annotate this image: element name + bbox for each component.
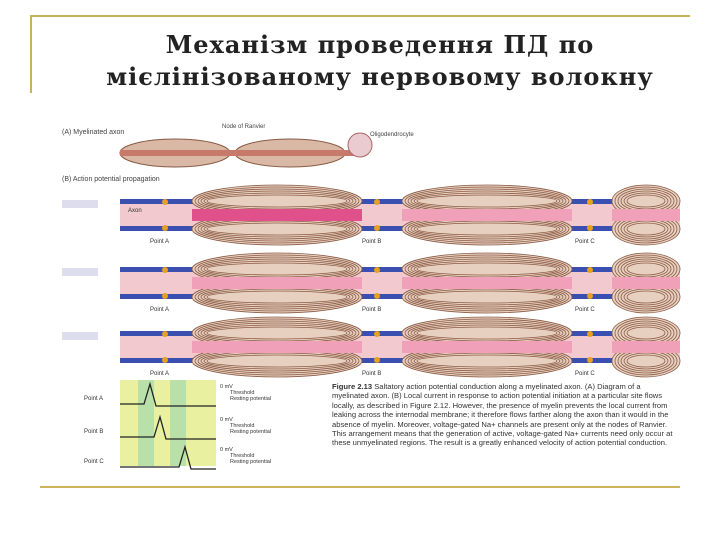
- row-tag: [62, 200, 98, 208]
- axon-core: [402, 341, 572, 353]
- channel: [162, 225, 168, 231]
- trace-label: Resting potential: [230, 396, 271, 402]
- trace-point: Point C: [84, 459, 104, 465]
- axon-a: [119, 132, 373, 168]
- trace: [120, 414, 216, 440]
- channel: [374, 267, 380, 273]
- channel: [587, 225, 593, 231]
- membrane: [120, 358, 680, 363]
- trace-label: 0 mV: [220, 447, 233, 453]
- myelin: [416, 290, 558, 304]
- myelin: [206, 222, 348, 236]
- axon-core: [402, 277, 572, 289]
- myelin: [626, 326, 666, 340]
- caption: Figure 2.13 Saltatory action potential c…: [332, 382, 677, 472]
- title: мієлінізованому нервовому волокну: [106, 62, 654, 91]
- trace-point: Point B: [84, 429, 103, 435]
- membrane: [120, 199, 680, 204]
- membrane: [120, 226, 680, 231]
- axon-core: [192, 209, 362, 221]
- axon-core: [192, 277, 362, 289]
- label: Oligodendrocyte: [370, 132, 414, 138]
- channel: [162, 357, 168, 363]
- caption-title: Figure 2.13: [332, 382, 373, 391]
- myelin: [206, 262, 348, 276]
- trace-label: 0 mV: [220, 384, 233, 390]
- point-label: Point A: [150, 239, 169, 245]
- myelin: [626, 354, 666, 368]
- point-label: Point B: [362, 307, 381, 313]
- point-label: Point B: [362, 371, 381, 377]
- channel: [587, 293, 593, 299]
- graph-bg: [120, 380, 216, 466]
- myelin: [206, 290, 348, 304]
- channel: [587, 267, 593, 273]
- trace-label: Threshold: [230, 390, 254, 396]
- rule: [30, 15, 32, 93]
- myelin: [626, 222, 666, 236]
- channel: [162, 199, 168, 205]
- row-tag: [62, 268, 98, 276]
- myelin: [416, 354, 558, 368]
- axon-core: [612, 209, 680, 221]
- channel: [374, 225, 380, 231]
- trace-label: Threshold: [230, 453, 254, 459]
- channel: [587, 357, 593, 363]
- axon-core: [192, 341, 362, 353]
- myelin: [416, 326, 558, 340]
- myelin: [206, 326, 348, 340]
- channel: [374, 199, 380, 205]
- point-label: Point A: [150, 371, 169, 377]
- point-label: Point B: [362, 239, 381, 245]
- trace-label: 0 mV: [220, 417, 233, 423]
- rule: [30, 15, 690, 17]
- caption-text: Saltatory action potential conduction al…: [332, 382, 673, 448]
- myelin: [206, 354, 348, 368]
- label: Node of Ranvier: [222, 124, 265, 130]
- rule: [40, 486, 680, 488]
- myelin: [626, 290, 666, 304]
- trace-label: Resting potential: [230, 459, 271, 465]
- channel: [162, 267, 168, 273]
- point-label: Point C: [575, 371, 595, 377]
- point-label: Point A: [150, 307, 169, 313]
- myelin: [416, 222, 558, 236]
- axon-core: [612, 341, 680, 353]
- trace: [120, 444, 216, 470]
- stripe: [170, 380, 186, 466]
- channel: [374, 331, 380, 337]
- point-label: Point C: [575, 307, 595, 313]
- myelin: [626, 194, 666, 208]
- channel: [374, 357, 380, 363]
- channel: [162, 293, 168, 299]
- title: Механізм проведення ПД по: [165, 30, 595, 59]
- panel-label: (B) Action potential propagation: [62, 176, 160, 183]
- channel: [587, 331, 593, 337]
- myelin: [206, 194, 348, 208]
- point-label: Point C: [575, 239, 595, 245]
- myelin: [416, 194, 558, 208]
- channel: [374, 293, 380, 299]
- channel: [162, 331, 168, 337]
- axon-core: [402, 209, 572, 221]
- channel: [587, 199, 593, 205]
- axon-label: Axon: [128, 208, 142, 214]
- stripe: [138, 380, 154, 466]
- trace-label: Resting potential: [230, 429, 271, 435]
- membrane: [120, 294, 680, 299]
- row-tag: [62, 332, 98, 340]
- trace-label: Threshold: [230, 423, 254, 429]
- membrane: [120, 331, 680, 336]
- myelin: [416, 262, 558, 276]
- trace-point: Point A: [84, 396, 103, 402]
- panel-label: (A) Myelinated axon: [62, 129, 124, 136]
- axon-core: [612, 277, 680, 289]
- membrane: [120, 267, 680, 272]
- myelin: [626, 262, 666, 276]
- trace: [120, 381, 216, 407]
